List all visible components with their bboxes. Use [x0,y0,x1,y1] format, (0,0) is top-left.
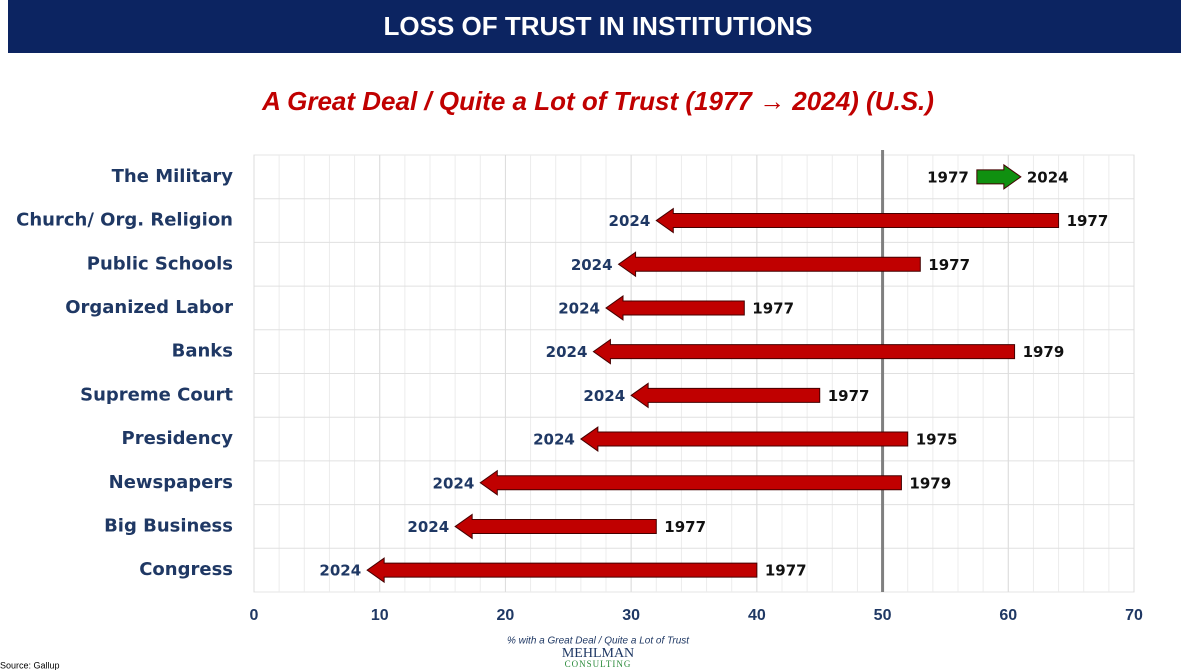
x-tick-label: 50 [874,607,892,624]
end-year-label: 2024 [546,343,588,361]
x-tick-label: 20 [497,607,515,624]
chart-title: A Great Deal / Quite a Lot of Trust (197… [261,86,934,116]
end-year-label: 2024 [533,431,575,449]
category-label: Church/ Org. Religion [16,210,233,231]
category-label: Congress [139,559,233,580]
category-label: Supreme Court [80,384,233,405]
start-year-label: 1977 [927,168,969,186]
x-tick-label: 10 [371,607,389,624]
logo: MEHLMAN [562,646,634,661]
x-tick-label: 0 [250,607,259,624]
start-year-label: 1979 [1023,343,1065,361]
arrow [655,207,1060,234]
category-label: Banks [172,341,233,362]
header-bar [8,0,1181,53]
arrow [454,513,657,540]
end-year-label: 2024 [319,562,361,580]
start-year-label: 1977 [828,387,870,405]
start-year-label: 1975 [916,431,958,449]
header: LOSS OF TRUST IN INSTITUTIONS [384,11,813,41]
start-year-label: 1977 [752,299,794,317]
arrow [479,469,902,496]
x-axis-label: % with a Great Deal / Quite a Lot of Tru… [507,636,690,647]
x-tick-label: 70 [1125,607,1143,624]
start-year-label: 1977 [1067,212,1109,230]
x-tick-label: 30 [622,607,640,624]
arrow [976,163,1022,190]
start-year-label: 1979 [909,474,951,492]
x-tick-label: 60 [999,607,1017,624]
arrow [617,251,921,278]
logo: CONSULTING [565,659,632,669]
source: Source: Gallup [0,660,60,670]
end-year-label: 2024 [571,256,613,274]
category-label: The Military [112,166,234,187]
end-year-label: 2024 [1027,168,1069,186]
arrow [592,338,1016,365]
category-label: Presidency [122,428,234,449]
start-year-label: 1977 [928,256,970,274]
arrow [579,426,909,453]
category-label: Newspapers [109,472,233,493]
category-label: Big Business [104,515,233,536]
category-label: Organized Labor [65,297,233,318]
arrow [630,382,821,409]
end-year-label: 2024 [407,518,449,536]
arrow [605,294,745,321]
start-year-label: 1977 [664,518,706,536]
end-year-label: 2024 [609,212,651,230]
end-year-label: 2024 [583,387,625,405]
start-year-label: 1977 [765,562,807,580]
arrow [366,557,758,584]
x-tick-label: 40 [748,607,766,624]
end-year-label: 2024 [558,299,600,317]
category-label: Public Schools [87,253,233,274]
end-year-label: 2024 [433,474,475,492]
